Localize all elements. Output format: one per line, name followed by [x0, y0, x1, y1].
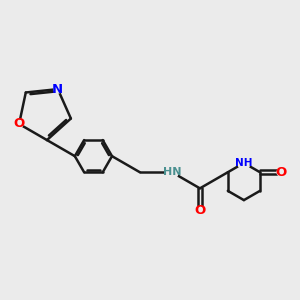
- Text: O: O: [275, 166, 286, 179]
- Text: O: O: [194, 204, 206, 218]
- Text: O: O: [14, 118, 25, 130]
- Circle shape: [238, 157, 250, 169]
- Text: N: N: [52, 82, 63, 96]
- Circle shape: [196, 207, 204, 215]
- Text: HN: HN: [163, 167, 181, 177]
- Circle shape: [166, 166, 178, 178]
- Text: NH: NH: [235, 158, 253, 168]
- Circle shape: [54, 85, 62, 93]
- Circle shape: [277, 168, 285, 176]
- Circle shape: [15, 120, 23, 128]
